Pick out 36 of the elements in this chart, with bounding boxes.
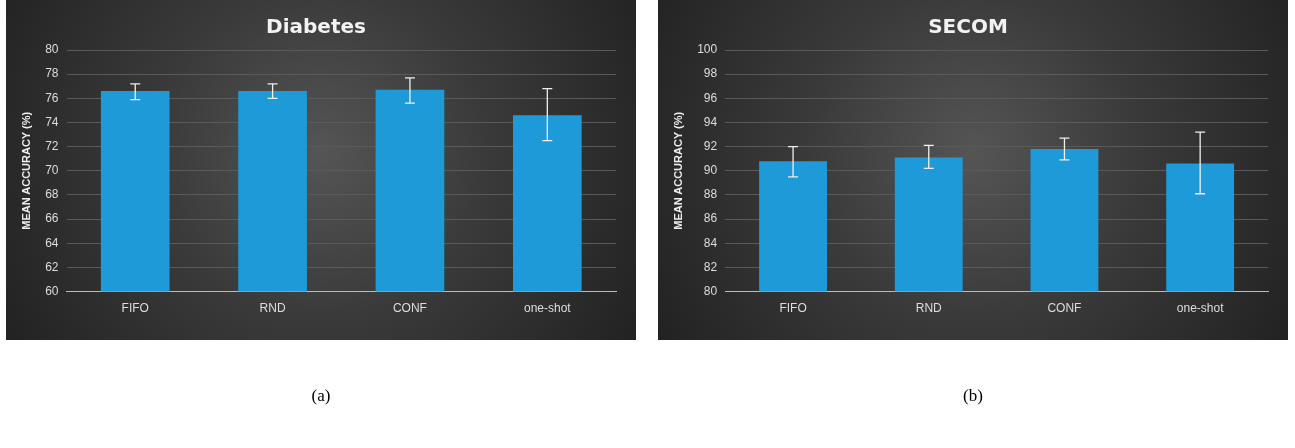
y-tick-label: 60: [45, 283, 59, 298]
y-tick-label: 72: [45, 138, 59, 153]
chart-title: Diabetes: [266, 14, 366, 39]
x-tick-label: RND: [915, 301, 943, 316]
x-tick-label: FIFO: [121, 301, 149, 316]
y-axis-title: MEAN ACCURACY (%): [671, 111, 684, 230]
y-tick-label: 92: [703, 138, 718, 153]
chart-title: SECOM: [928, 14, 1008, 39]
y-tick-label: 98: [703, 66, 718, 81]
x-tick-label: one-shot: [1176, 301, 1225, 316]
text: (b): [962, 386, 984, 406]
x-tick-label: CONF: [1047, 301, 1082, 316]
y-tick-label: 78: [45, 66, 59, 81]
text: (a): [310, 386, 332, 406]
x-tick-label: CONF: [392, 301, 427, 316]
y-tick-label: 86: [703, 211, 718, 226]
y-tick-label: 100: [697, 42, 718, 57]
y-tick-label: 80: [703, 283, 718, 298]
y-tick-label: 88: [703, 187, 718, 202]
y-tick-label: 74: [45, 114, 59, 129]
x-tick-label: RND: [259, 301, 286, 316]
y-tick-label: 68: [45, 187, 59, 202]
y-tick-label: 76: [45, 90, 59, 105]
y-tick-label: 80: [45, 42, 59, 57]
x-tick-label: one-shot: [523, 301, 572, 316]
x-tick-label: FIFO: [779, 301, 807, 316]
y-tick-label: 82: [703, 259, 718, 274]
y-tick-label: 84: [703, 235, 718, 250]
y-tick-label: 70: [45, 163, 59, 178]
y-tick-label: 90: [703, 163, 718, 178]
y-tick-label: 96: [703, 90, 718, 105]
y-tick-label: 66: [45, 211, 59, 226]
y-axis-title: MEAN ACCURACY (%): [19, 111, 32, 230]
y-tick-label: 64: [45, 235, 59, 250]
y-tick-label: 62: [45, 259, 59, 274]
y-tick-label: 94: [703, 114, 718, 129]
